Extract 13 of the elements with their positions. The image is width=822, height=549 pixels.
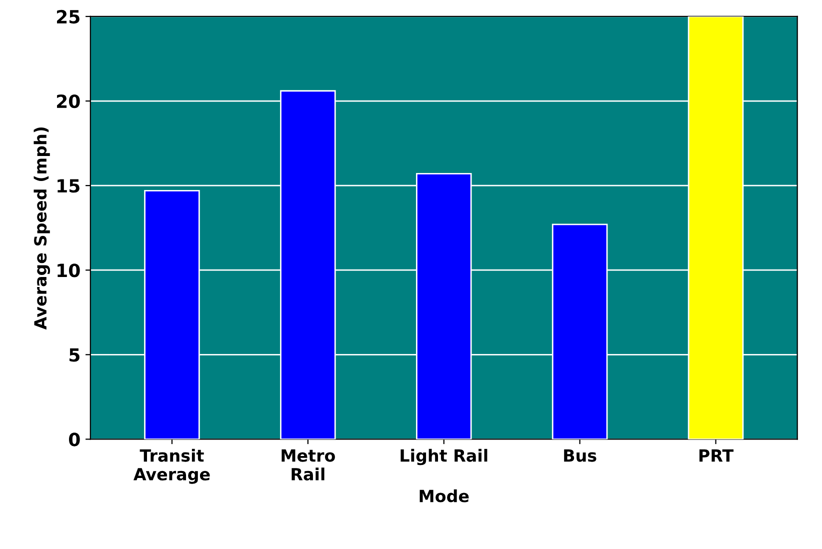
x-tick-label: Metro Rail — [282, 449, 335, 480]
x-tick-label: Bus — [564, 449, 596, 462]
y-tick-label: 15 — [58, 179, 80, 193]
x-tick-label: Light Rail — [400, 448, 488, 466]
y-tick-label: 20 — [57, 94, 80, 108]
y-tick-label: 25 — [57, 10, 80, 24]
y-tick-label: 0 — [69, 432, 80, 446]
y-tick-label: 10 — [58, 264, 80, 278]
x-axis-title: Mode — [420, 489, 469, 502]
y-tick-label: 5 — [70, 348, 80, 362]
x-tick-label: PRT — [699, 449, 734, 462]
y-axis-title: Average Speed (mph) — [34, 127, 50, 330]
x-tick-label: Transit Average — [133, 448, 210, 484]
